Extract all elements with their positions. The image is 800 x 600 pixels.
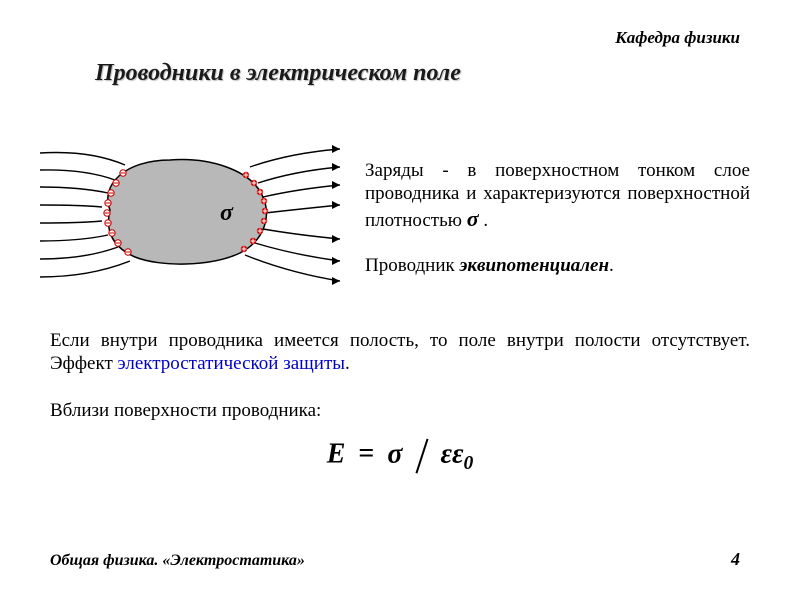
footer-course: Общая физика. «Электростатика»: [50, 552, 305, 570]
p2-b: эквипотенциален: [460, 255, 610, 276]
diagram-svg: σ: [40, 135, 340, 295]
formula-eq: =: [358, 438, 374, 469]
sigma-label: σ: [220, 200, 234, 226]
p2-a: Проводник: [365, 255, 460, 276]
formula-den-sub: 0: [463, 453, 473, 474]
department-label: Кафедра физики: [615, 28, 740, 48]
paragraph-shielding: Если внутри проводника имеется полость, …: [50, 330, 750, 376]
paragraph-charges: Заряды - в поверхностном тонком слое про…: [365, 160, 750, 232]
conductor-diagram: σ: [40, 135, 340, 295]
formula-num: σ: [387, 438, 402, 469]
formula-den: εε: [440, 438, 463, 469]
paragraph-equipotential: Проводник эквипотенциален.: [365, 255, 750, 277]
p1-text-b: .: [479, 210, 489, 231]
p3-b: электростатической защиты: [118, 353, 345, 374]
formula-field: E = σ εε0: [0, 438, 800, 475]
p1-sigma: σ: [467, 206, 479, 231]
p3-c: .: [345, 353, 350, 374]
footer-page-number: 4: [731, 549, 740, 570]
slide-title: Проводники в электрическом поле: [95, 60, 461, 87]
formula-divider: [411, 438, 431, 474]
p2-c: .: [609, 255, 614, 276]
formula-lhs: E: [327, 438, 346, 469]
p1-text-a: Заряды - в поверхностном тонком слое про…: [365, 160, 750, 231]
paragraph-near-surface: Вблизи поверхности проводника:: [50, 400, 321, 422]
